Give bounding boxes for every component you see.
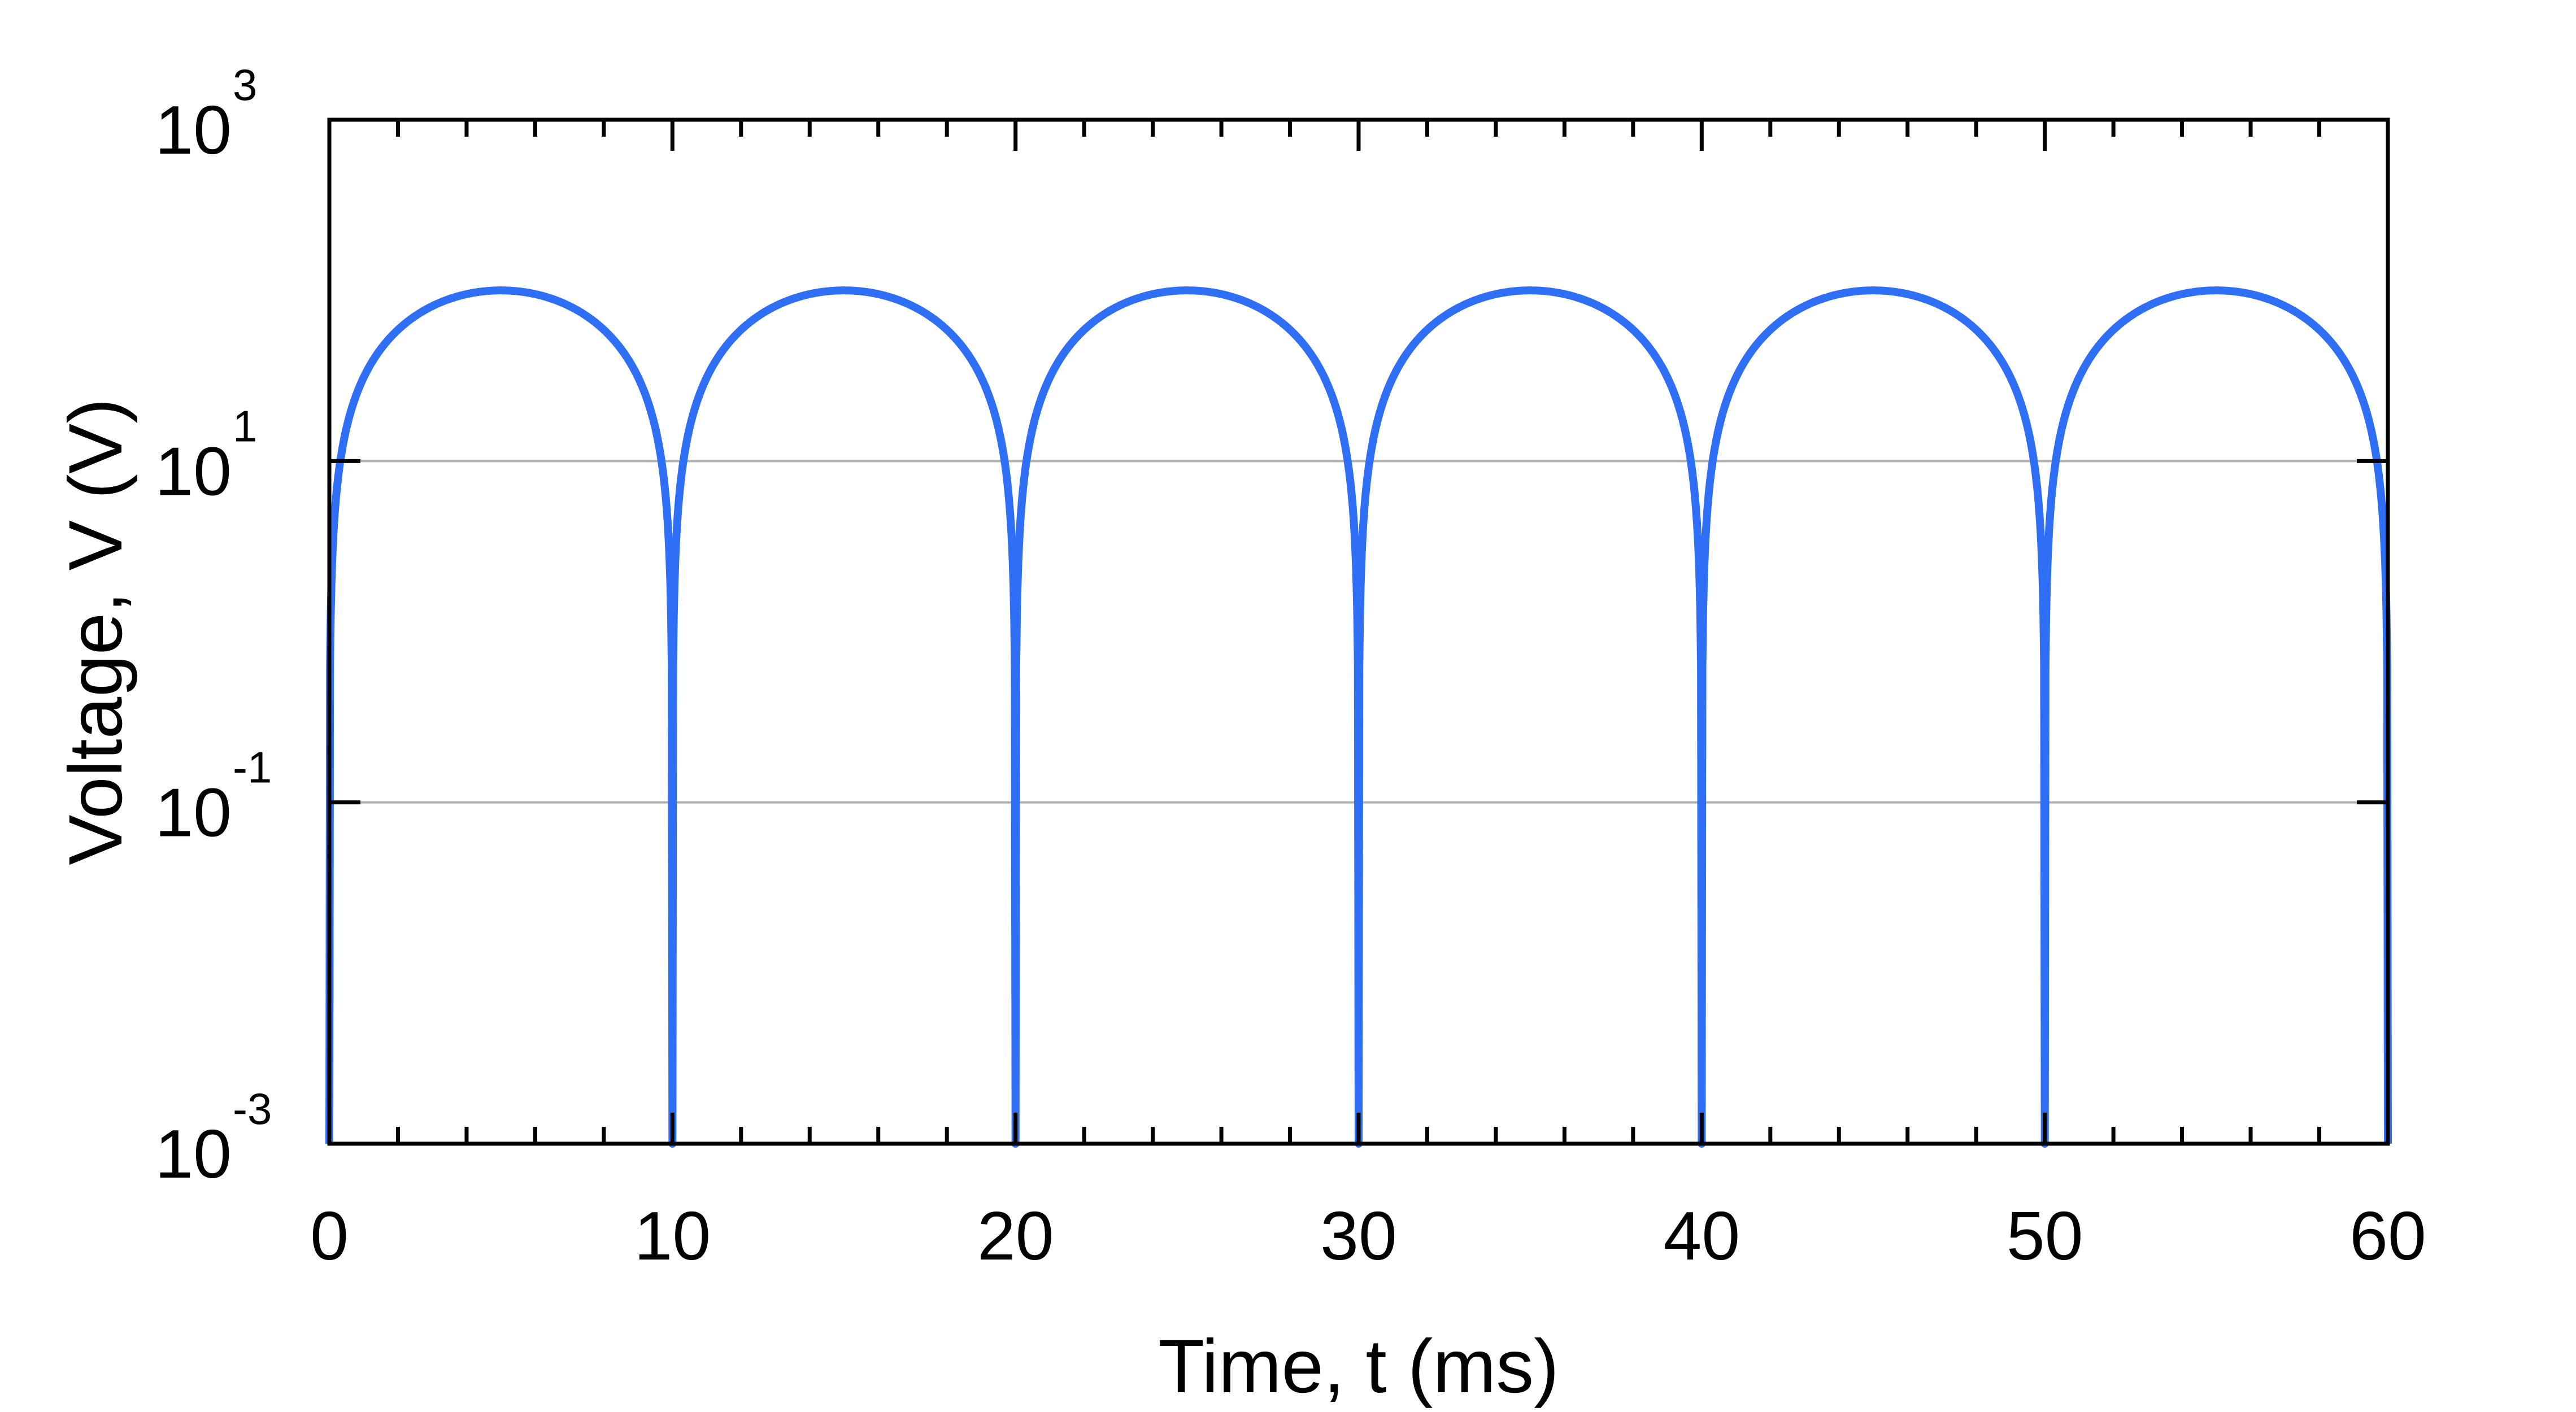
y-tick-label-base: 10	[155, 1115, 232, 1192]
y-tick-label-exponent: 3	[233, 60, 257, 110]
y-tick-label-base: 10	[155, 774, 232, 851]
y-tick-label-exponent: -3	[233, 1084, 272, 1134]
y-tick-label-exponent: -1	[233, 743, 272, 792]
x-tick-label: 30	[1320, 1197, 1397, 1274]
x-tick-label: 10	[634, 1197, 711, 1274]
x-tick-label: 20	[977, 1197, 1054, 1274]
y-tick-label-exponent: 1	[233, 401, 257, 451]
y-axis-title: Voltage, V (V)	[54, 398, 138, 865]
x-tick-labels: 0 10 20 30 40 50 60	[310, 1197, 2426, 1274]
x-axis-title: Time, t (ms)	[1158, 1324, 1559, 1409]
x-tick-label: 50	[2007, 1197, 2083, 1274]
axis-ticks	[327, 117, 2390, 1146]
x-tick-label: 60	[2349, 1197, 2426, 1274]
y-tick-label-base: 10	[155, 91, 232, 168]
voltage-series-line	[325, 286, 2392, 1148]
x-tick-label: 40	[1663, 1197, 1740, 1274]
x-tick-label: 0	[310, 1197, 349, 1274]
y-tick-label-base: 10	[155, 433, 232, 509]
